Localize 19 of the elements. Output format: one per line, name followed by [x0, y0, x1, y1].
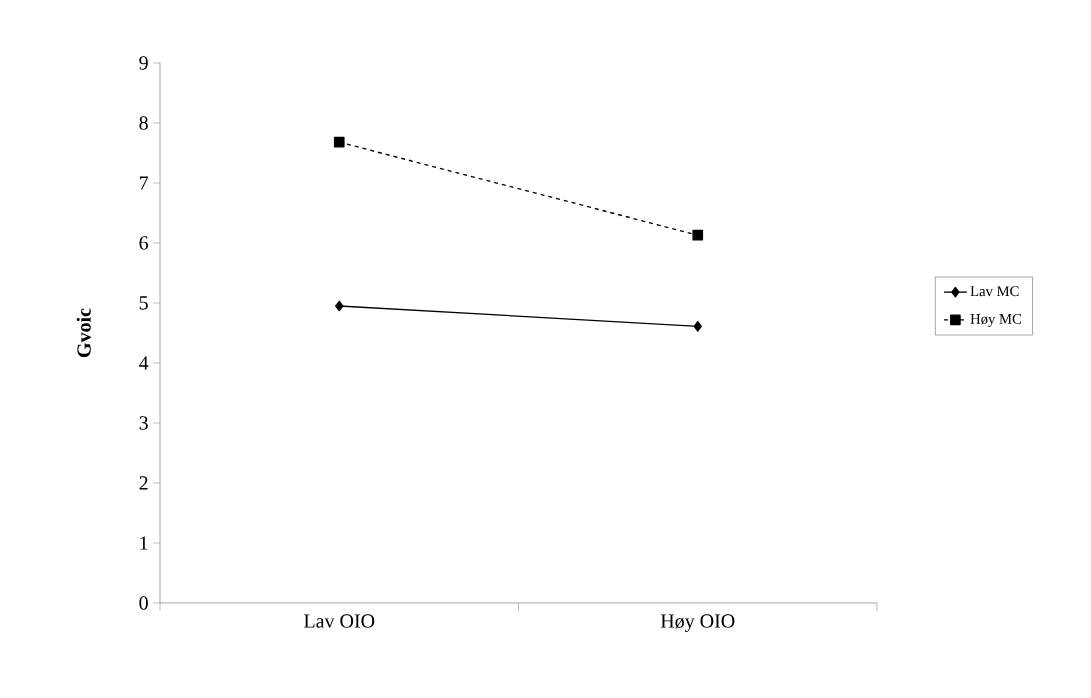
- y-tick-label: 1: [140, 536, 148, 550]
- y-tick-label: 6: [139, 236, 149, 250]
- y-tick-label: 2: [139, 476, 148, 490]
- point: [333, 136, 345, 148]
- y-tick-label: 7: [139, 176, 149, 190]
- x-tick-label: Lav OIO: [304, 614, 375, 628]
- y-tick-label: 8: [139, 116, 148, 130]
- legend-label: Høy MC: [970, 314, 1022, 327]
- y-tick-label: 3: [139, 416, 148, 430]
- point: [693, 321, 702, 332]
- point: [335, 300, 344, 312]
- y-tick-label: 5: [139, 296, 148, 310]
- y-tick-label: 9: [139, 56, 148, 70]
- y-axis-title: Gvoic: [76, 308, 91, 357]
- y-tick-label: 0: [139, 596, 148, 610]
- x-tick-label: Høy OIO: [660, 614, 735, 632]
- point: [692, 229, 704, 241]
- legend-label: Lav MC: [970, 286, 1019, 297]
- y-tick-label: 4: [139, 356, 149, 370]
